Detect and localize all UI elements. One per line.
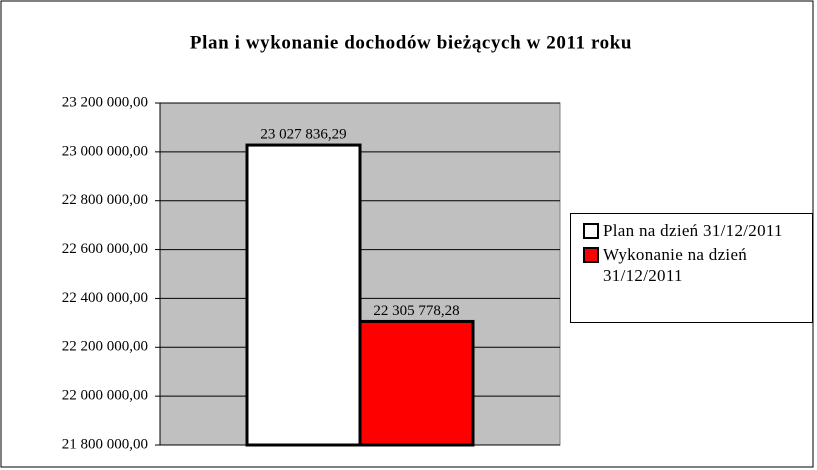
legend-item: Wykonanie na dzień 31/12/2011 (583, 244, 806, 286)
y-tick-label: 22 400 000,00 (62, 290, 148, 306)
legend-label: Wykonanie na dzień 31/12/2011 (603, 245, 748, 285)
y-tick-label: 22 200 000,00 (62, 339, 148, 355)
value-label: 22 305 778,28 (373, 303, 459, 319)
y-tick-label: 22 000 000,00 (62, 388, 148, 404)
y-tick-label: 21 800 000,00 (62, 436, 148, 452)
bar (245, 143, 362, 447)
legend-label: Plan na dzień 31/12/2011 (603, 221, 783, 240)
legend-swatch (583, 223, 599, 239)
y-tick-label: 23 000 000,00 (62, 143, 148, 159)
y-tick-label: 23 200 000,00 (62, 94, 148, 110)
value-label: 23 027 836,29 (260, 126, 346, 142)
chart-title: Plan i wykonanie dochodów bieżących w 20… (190, 32, 632, 53)
bar (358, 319, 475, 447)
legend: Plan na dzień 31/12/2011 Wykonanie na dzi… (570, 213, 813, 323)
y-tick-label: 22 600 000,00 (62, 241, 148, 257)
y-tick-label: 22 800 000,00 (62, 192, 148, 208)
legend-item: Plan na dzień 31/12/2011 (583, 220, 806, 241)
legend-swatch (583, 247, 599, 263)
